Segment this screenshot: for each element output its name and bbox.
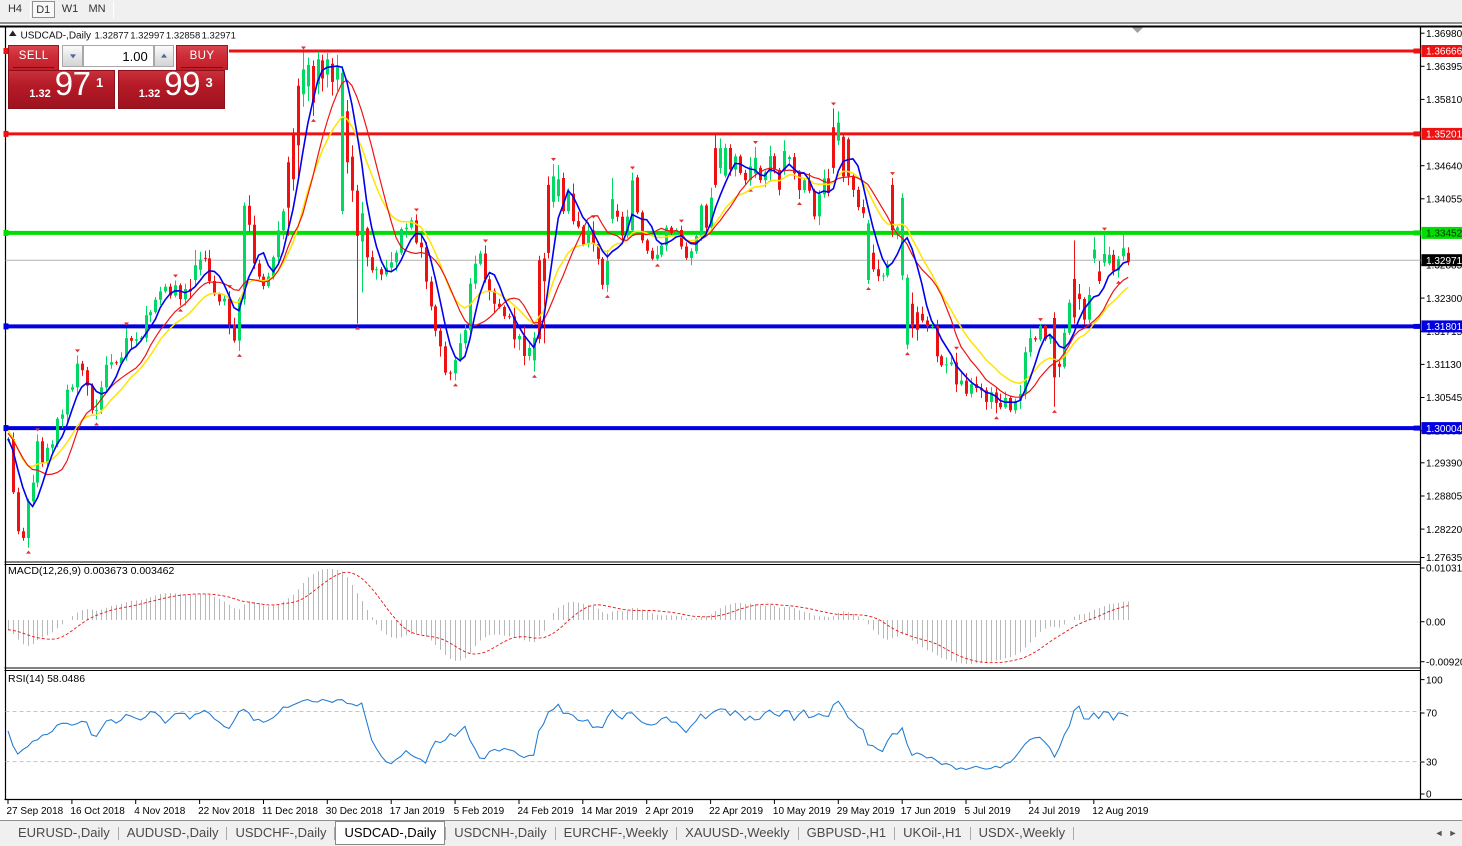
svg-text:1.29390: 1.29390 [1426, 459, 1462, 470]
svg-text:1.32877: 1.32877 [95, 31, 129, 42]
svg-text:17 Jun 2019: 17 Jun 2019 [901, 806, 956, 817]
svg-text:1.28220: 1.28220 [1426, 525, 1462, 536]
svg-text:27 Sep 2018: 27 Sep 2018 [7, 806, 64, 817]
svg-text:1.36980: 1.36980 [1426, 29, 1462, 40]
svg-text:-0.009203: -0.009203 [1426, 657, 1462, 668]
svg-text:0: 0 [1426, 790, 1432, 801]
svg-text:22 Apr 2019: 22 Apr 2019 [709, 806, 763, 817]
svg-text:2 Apr 2019: 2 Apr 2019 [645, 806, 694, 817]
svg-text:1.32858: 1.32858 [166, 31, 200, 42]
svg-text:1.30004: 1.30004 [1426, 424, 1462, 435]
svg-text:1.27635: 1.27635 [1426, 553, 1462, 564]
svg-text:1.32971: 1.32971 [1426, 256, 1462, 267]
svg-text:5 Jul 2019: 5 Jul 2019 [965, 806, 1012, 817]
svg-text:10 May 2019: 10 May 2019 [773, 806, 831, 817]
svg-text:1.36666: 1.36666 [1426, 47, 1462, 58]
svg-text:1.31801: 1.31801 [1426, 322, 1462, 333]
svg-text:22 Nov 2018: 22 Nov 2018 [198, 806, 255, 817]
svg-text:1.30545: 1.30545 [1426, 393, 1462, 404]
svg-text:5 Feb 2019: 5 Feb 2019 [454, 806, 505, 817]
svg-text:30: 30 [1426, 758, 1438, 769]
svg-text:1.31715: 1.31715 [1426, 327, 1462, 338]
svg-text:100: 100 [1426, 675, 1443, 686]
svg-text:4 Nov 2018: 4 Nov 2018 [134, 806, 186, 817]
svg-text:17 Jan 2019: 17 Jan 2019 [390, 806, 445, 817]
svg-text:RSI(14) 58.0486: RSI(14) 58.0486 [8, 673, 85, 685]
svg-text:1.33452: 1.33452 [1426, 229, 1462, 240]
svg-text:1.34055: 1.34055 [1426, 195, 1462, 206]
svg-text:1.31130: 1.31130 [1426, 360, 1462, 371]
svg-text:1.34640: 1.34640 [1426, 161, 1462, 172]
svg-text:1.36395: 1.36395 [1426, 62, 1462, 73]
svg-text:1.32997: 1.32997 [130, 31, 164, 42]
svg-text:1.32300: 1.32300 [1426, 294, 1462, 305]
svg-text:29 May 2019: 29 May 2019 [837, 806, 895, 817]
svg-text:70: 70 [1426, 709, 1438, 720]
svg-text:11 Dec 2018: 11 Dec 2018 [262, 806, 318, 817]
svg-text:16 Oct 2018: 16 Oct 2018 [70, 806, 125, 817]
svg-text:14 Mar 2019: 14 Mar 2019 [581, 806, 638, 817]
svg-text:24 Feb 2019: 24 Feb 2019 [518, 806, 575, 817]
svg-text:1.32971: 1.32971 [202, 31, 236, 42]
svg-text:0.00: 0.00 [1426, 617, 1446, 628]
svg-text:1.35201: 1.35201 [1426, 130, 1462, 141]
svg-text:12 Aug 2019: 12 Aug 2019 [1092, 806, 1149, 817]
svg-text:0.010311: 0.010311 [1426, 564, 1462, 575]
svg-text:MACD(12,26,9) 0.003673 0.00346: MACD(12,26,9) 0.003673 0.003462 [8, 565, 175, 577]
svg-text:USDCAD-,Daily: USDCAD-,Daily [21, 31, 92, 42]
svg-text:24 Jul 2019: 24 Jul 2019 [1028, 806, 1080, 817]
svg-text:30 Dec 2018: 30 Dec 2018 [326, 806, 383, 817]
svg-text:1.28805: 1.28805 [1426, 492, 1462, 503]
svg-text:1.35810: 1.35810 [1426, 95, 1462, 106]
